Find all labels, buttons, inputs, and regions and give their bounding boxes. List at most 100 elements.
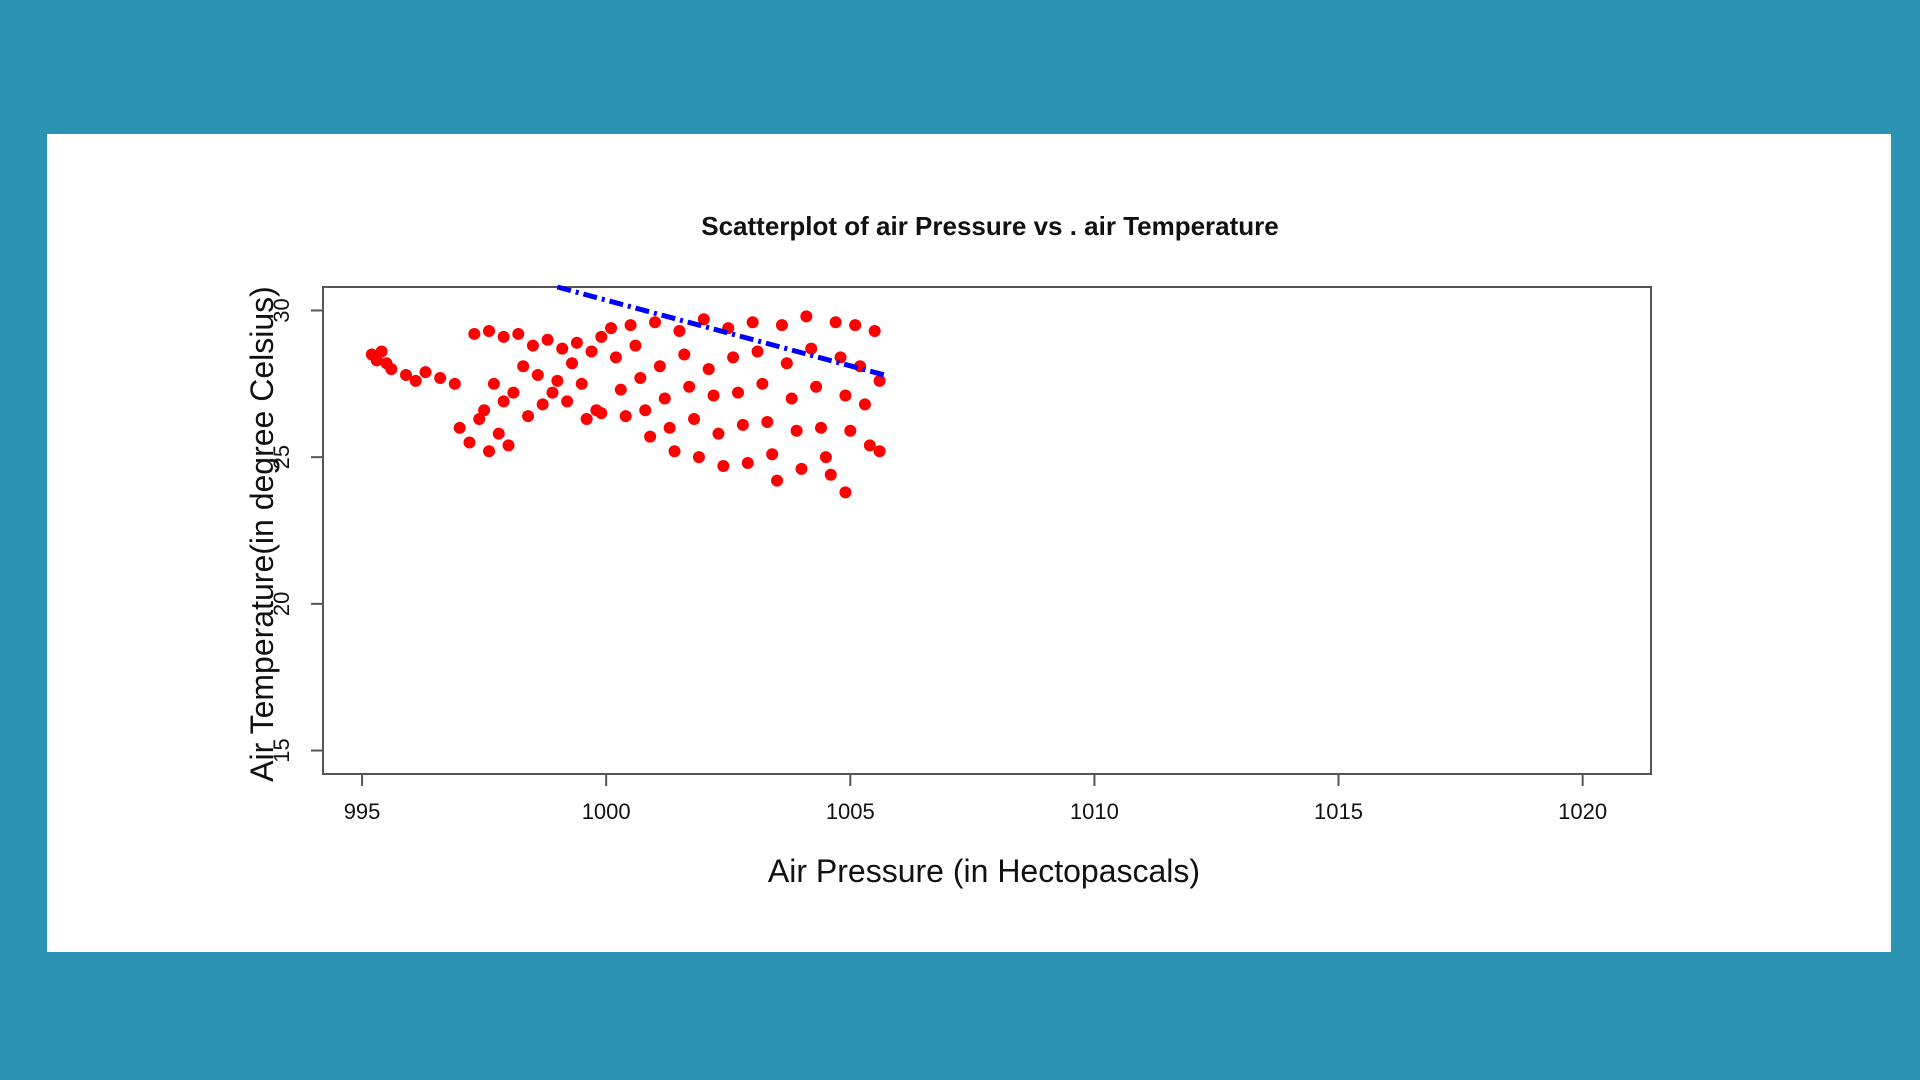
data-points (365, 310, 886, 499)
data-point (497, 395, 510, 408)
data-point (824, 468, 837, 481)
data-point (668, 445, 681, 458)
data-point (834, 351, 847, 364)
chart-title: Scatterplot of air Pressure vs . air Tem… (701, 211, 1279, 241)
data-point (712, 427, 725, 440)
data-point (702, 363, 715, 376)
data-point (736, 418, 749, 431)
x-tick-label: 1010 (1070, 799, 1119, 824)
data-point (502, 439, 515, 452)
data-point (434, 371, 447, 384)
data-point (732, 386, 744, 399)
data-point (609, 351, 622, 364)
data-point (756, 377, 769, 390)
data-point (483, 445, 495, 458)
data-point (644, 430, 657, 443)
data-point (673, 325, 686, 338)
trend-line (556, 284, 886, 378)
data-point (517, 360, 530, 373)
data-point (561, 395, 574, 408)
data-point (483, 325, 495, 338)
x-tick-label: 1015 (1314, 799, 1363, 824)
data-point (619, 410, 632, 423)
data-point (692, 451, 705, 464)
data-point (863, 439, 876, 452)
data-point (448, 377, 461, 390)
data-point (741, 457, 754, 470)
data-point (800, 310, 813, 323)
data-point (810, 380, 823, 393)
x-tick-label: 1020 (1558, 799, 1607, 824)
data-point (780, 357, 793, 370)
data-point (697, 313, 710, 326)
y-tick-label: 25 (269, 445, 294, 469)
data-point (546, 386, 559, 399)
data-point (473, 413, 486, 426)
data-point (375, 345, 388, 358)
data-point (492, 427, 505, 440)
y-tick-label: 15 (269, 738, 294, 762)
data-point (766, 448, 779, 461)
x-tick-label: 1000 (582, 799, 631, 824)
data-point (507, 386, 520, 399)
data-point (580, 413, 593, 426)
data-point (463, 436, 476, 449)
data-point (639, 404, 652, 417)
x-tick-label: 995 (344, 799, 381, 824)
data-point (624, 319, 637, 332)
data-point (858, 398, 871, 411)
data-point (385, 363, 398, 376)
data-point (595, 330, 608, 343)
data-point (453, 421, 466, 434)
data-point (400, 369, 412, 382)
data-point (536, 398, 549, 411)
data-point (839, 389, 852, 402)
data-point (805, 342, 818, 355)
data-point (653, 360, 666, 373)
plot-area (322, 286, 1652, 775)
data-point (370, 354, 383, 367)
data-point (746, 316, 759, 329)
data-point (844, 424, 857, 437)
data-point (873, 445, 886, 458)
trend-line-segment (556, 284, 886, 378)
data-point (751, 345, 764, 358)
data-point (585, 345, 598, 358)
data-point (829, 316, 842, 329)
data-point (707, 389, 720, 402)
data-point (634, 371, 647, 384)
data-point (419, 366, 432, 379)
data-point (717, 459, 730, 472)
data-point (761, 415, 774, 428)
data-point (629, 339, 642, 352)
data-point (605, 322, 618, 335)
data-point (819, 451, 832, 464)
data-point (409, 374, 422, 387)
data-point (727, 351, 740, 364)
data-point (649, 316, 661, 329)
data-point (849, 319, 862, 332)
data-point (815, 421, 827, 434)
data-point (497, 330, 510, 343)
data-point (795, 462, 808, 475)
data-point (566, 357, 578, 370)
data-point (688, 413, 701, 426)
data-point (873, 374, 886, 387)
data-point (570, 336, 583, 349)
data-point (790, 424, 803, 437)
data-point (678, 348, 691, 361)
data-point (868, 325, 881, 338)
y-tick-label: 20 (269, 592, 294, 616)
y-axis-label: Air Temperature(in degree Celsius) (244, 286, 280, 782)
data-point (595, 407, 608, 420)
data-point (614, 383, 627, 396)
data-point (478, 404, 491, 417)
data-point (551, 374, 564, 387)
data-point (658, 392, 671, 405)
x-tick-label: 1005 (826, 799, 875, 824)
data-point (663, 421, 676, 434)
data-point (556, 342, 569, 355)
y-tick-label: 30 (269, 298, 294, 322)
y-axis: 15 20 25 30 (269, 298, 323, 763)
scatter-chart: Scatterplot of air Pressure vs . air Tem… (244, 211, 1652, 889)
